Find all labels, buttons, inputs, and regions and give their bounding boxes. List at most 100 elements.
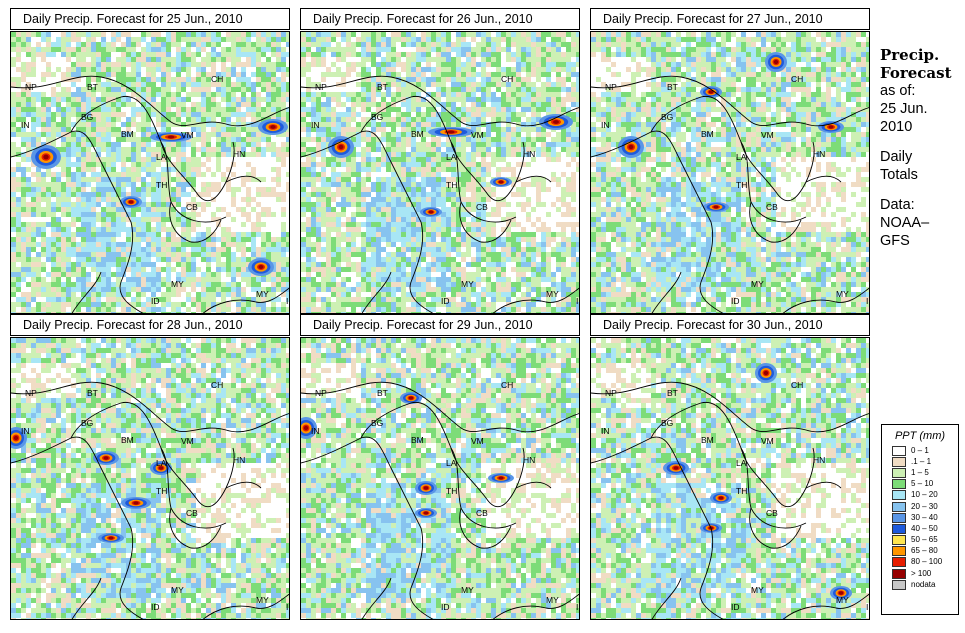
country-label: CB xyxy=(476,508,488,518)
precip-map: NP BT BG IN BM CH VM LA HN TH CB MY MY ID ID xyxy=(10,337,290,620)
country-label: LA xyxy=(736,152,747,162)
legend-label: 5 – 10 xyxy=(911,479,934,489)
legend-swatch xyxy=(892,490,906,501)
precip-map: NP BT BG IN BM CH VM LA HN TH CB MY MY ID ID xyxy=(300,31,580,314)
legend-item: 20 – 30 xyxy=(882,501,958,512)
border-line xyxy=(650,95,815,202)
rain-cell xyxy=(498,180,504,184)
country-label: NP xyxy=(315,388,327,398)
country-label: MY xyxy=(256,289,269,299)
legend-swatch xyxy=(892,445,906,456)
panel-title: Daily Precip. Forecast for 27 Jun., 2010 xyxy=(590,8,870,30)
country-label: BG xyxy=(371,112,383,122)
data-source: NOAA– xyxy=(880,215,930,231)
border-line xyxy=(301,130,434,313)
country-label: MY xyxy=(546,289,559,299)
country-label: HN xyxy=(523,455,535,465)
country-label: ID xyxy=(441,296,450,306)
country-label: BG xyxy=(371,418,383,428)
border-line xyxy=(492,287,579,313)
rain-cell xyxy=(673,466,679,470)
legend-label: > 100 xyxy=(911,568,932,578)
precip-map: NP BT BG IN BM CH VM LA HN TH CB MY MY ID ID xyxy=(590,31,870,314)
country-label: BT xyxy=(87,388,98,398)
legend-title: PPT (mm) xyxy=(894,430,946,442)
country-label: HN xyxy=(233,149,245,159)
country-label: LA xyxy=(156,152,167,162)
border-line xyxy=(361,271,392,313)
country-label: NP xyxy=(315,82,327,92)
legend-swatch xyxy=(892,467,906,478)
country-label: BM xyxy=(121,129,134,139)
border-line xyxy=(360,401,525,508)
rain-cell xyxy=(447,130,455,134)
legend-label: 1 – 5 xyxy=(911,467,929,477)
border-line xyxy=(361,577,392,619)
panel-title: Daily Precip. Forecast for 29 Jun., 2010 xyxy=(300,314,580,336)
country-label: MY xyxy=(836,595,849,605)
country-label: HN xyxy=(233,455,245,465)
country-label: VM xyxy=(181,436,194,446)
country-label: VM xyxy=(761,130,774,140)
country-label: CH xyxy=(211,380,223,390)
border-line xyxy=(202,593,289,619)
country-label: BT xyxy=(377,82,388,92)
legend-label: 30 – 40 xyxy=(911,512,938,522)
legend-label: 0 – 1 xyxy=(911,445,929,455)
rain-cell xyxy=(133,501,139,505)
rain-cell xyxy=(423,511,429,515)
country-label: MY xyxy=(461,279,474,289)
country-label: ID xyxy=(576,296,580,306)
as-of-date: 25 Jun. xyxy=(880,101,928,117)
country-label: ID xyxy=(286,602,290,612)
country-label: IN xyxy=(601,120,610,130)
rain-cell xyxy=(553,120,559,124)
country-label: TH xyxy=(736,180,747,190)
country-label: ID xyxy=(731,602,740,612)
border-line xyxy=(70,95,235,202)
country-label: BT xyxy=(667,388,678,398)
rain-cell xyxy=(423,486,429,490)
panel-title: Daily Precip. Forecast for 30 Jun., 2010 xyxy=(590,314,870,336)
rain-cell xyxy=(108,536,114,540)
border-line xyxy=(169,507,222,549)
country-label: MY xyxy=(751,585,764,595)
border-line xyxy=(301,381,579,433)
rain-cell xyxy=(338,144,344,150)
country-label: ID xyxy=(866,602,870,612)
legend-swatch xyxy=(892,535,906,546)
legend-item: 65 – 80 xyxy=(882,546,958,557)
border-line xyxy=(11,130,144,313)
country-label: IN xyxy=(601,426,610,436)
country-label: MY xyxy=(751,279,764,289)
country-label: ID xyxy=(576,602,580,612)
legend-swatch xyxy=(892,523,906,534)
country-label: VM xyxy=(471,436,484,446)
border-line xyxy=(71,577,102,619)
totals-label: Totals xyxy=(880,167,918,183)
legend-item: nodata xyxy=(882,579,958,590)
border-line xyxy=(591,436,724,619)
border-line xyxy=(459,201,512,243)
border-line xyxy=(591,381,869,433)
legend-label: 50 – 65 xyxy=(911,535,938,545)
country-label: TH xyxy=(446,180,457,190)
legend-swatch xyxy=(892,501,906,512)
rain-cell xyxy=(628,144,634,150)
border-line xyxy=(749,507,802,549)
country-label: IN xyxy=(21,120,30,130)
country-label: CB xyxy=(766,202,778,212)
rain-cell xyxy=(708,90,714,94)
border-line xyxy=(651,271,682,313)
legend-label: .1 – 1 xyxy=(911,456,932,466)
country-label: CH xyxy=(501,74,513,84)
country-label: BT xyxy=(667,82,678,92)
country-label: MY xyxy=(836,289,849,299)
country-label: TH xyxy=(156,180,167,190)
rain-cell xyxy=(773,59,779,65)
border-line xyxy=(591,75,869,127)
legend-label: 80 – 100 xyxy=(911,557,943,567)
border-line xyxy=(492,593,579,619)
legend-item: .1 – 1 xyxy=(882,456,958,467)
